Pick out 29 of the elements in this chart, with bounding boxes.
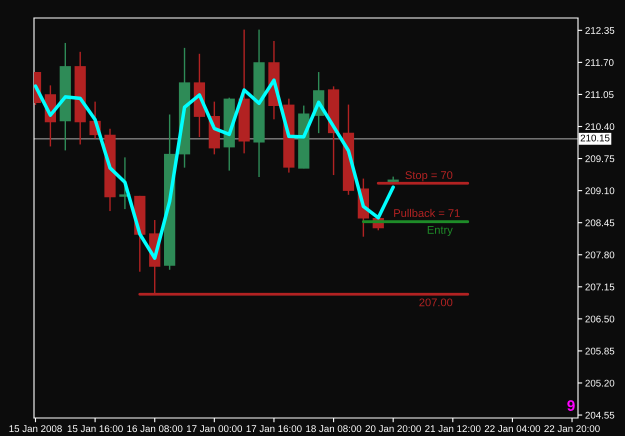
y-tick-label: 208.45 (585, 219, 614, 226)
x-tick-label: 15 Jan 16:00 (68, 425, 123, 432)
y-tick-label: 209.75 (585, 155, 614, 162)
x-tick-label: 17 Jan 00:00 (186, 425, 242, 432)
y-tick-label: 204.55 (585, 412, 614, 419)
y-tick-label: 205.85 (585, 348, 614, 355)
y-tick-label: 210.40 (585, 123, 614, 130)
annotation: Pullback = 71 (394, 208, 460, 218)
ref-line-label: 210.15 (580, 134, 610, 142)
x-tick-label: 20 Jan 20:00 (366, 425, 421, 432)
annotation: 9 (567, 400, 575, 411)
y-tick-label: 211.70 (585, 59, 614, 66)
series-label: Stop = 70 (405, 171, 452, 182)
x-tick-label: 18 Jan 08:00 (306, 425, 362, 432)
x-tick-label: 16 Jan 08:00 (127, 425, 182, 432)
y-tick-label: 205.20 (585, 380, 614, 387)
x-tick-label: 22 Jan 20:00 (544, 425, 600, 432)
y-tick-label: 212.35 (585, 27, 614, 34)
x-tick-label: 17 Jan 16:00 (246, 425, 302, 432)
y-tick-label: 211.05 (585, 91, 614, 98)
y-tick-label: 209.10 (585, 187, 614, 194)
x-tick-label: 21 Jan 12:00 (425, 425, 481, 432)
series-label: 207.00 (419, 298, 452, 306)
y-tick-label: 207.15 (585, 284, 614, 290)
x-tick-label: 22 Jan 04:00 (484, 425, 540, 432)
x-tick-label: 15 Jan 2008 (9, 425, 62, 432)
y-tick-label: 206.50 (585, 316, 614, 322)
y-tick-label: 207.80 (585, 251, 614, 258)
series-label: Entry (428, 226, 453, 236)
